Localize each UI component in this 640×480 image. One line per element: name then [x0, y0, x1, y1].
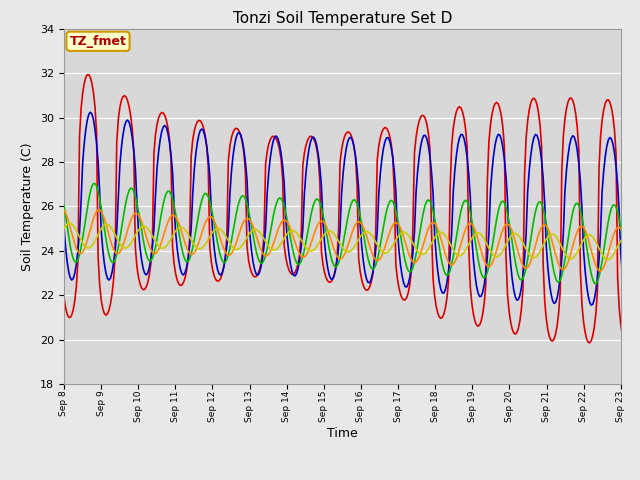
Title: Tonzi Soil Temperature Set D: Tonzi Soil Temperature Set D: [233, 11, 452, 26]
Text: TZ_fmet: TZ_fmet: [70, 35, 127, 48]
X-axis label: Time: Time: [327, 427, 358, 440]
Y-axis label: Soil Temperature (C): Soil Temperature (C): [22, 142, 35, 271]
